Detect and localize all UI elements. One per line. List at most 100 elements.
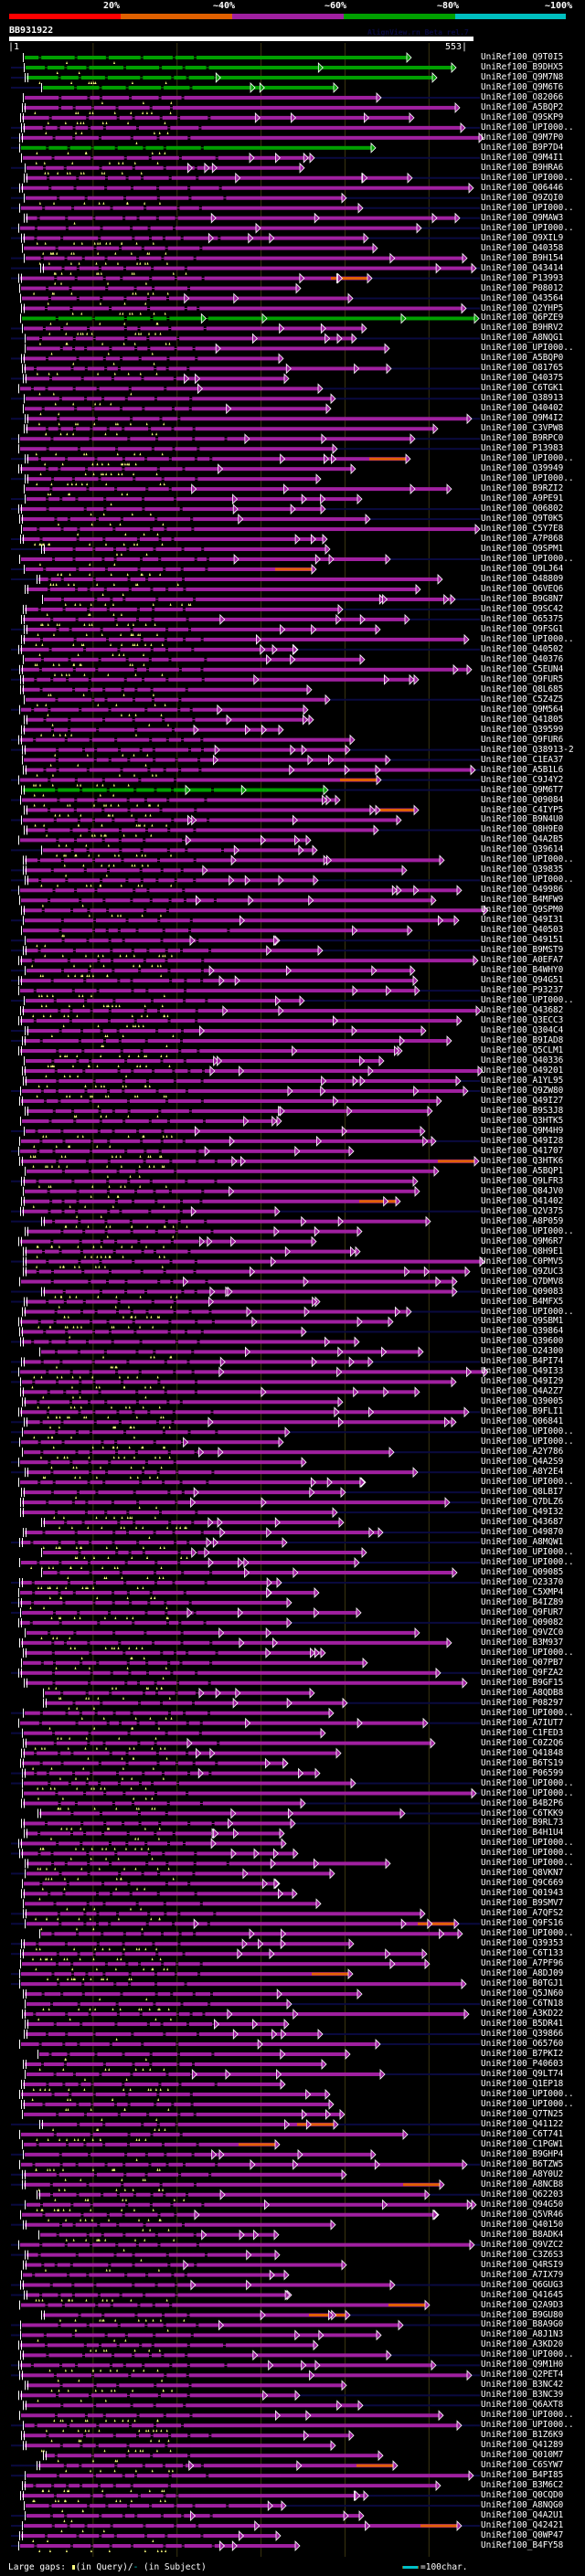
query-gap-marker [156, 1476, 159, 1479]
subject-overhang [277, 1581, 480, 1584]
subject-overhang [408, 176, 480, 179]
frame-arrow [308, 714, 314, 726]
gap-line [46, 1371, 49, 1373]
alignment-segment [172, 105, 455, 110]
query-gap-marker [163, 1014, 165, 1018]
query-gap-marker [75, 1224, 78, 1228]
query-gap-marker [89, 543, 91, 546]
alignment-segment [120, 928, 136, 933]
alignment-segment [181, 697, 325, 702]
alignment-segment [80, 1952, 93, 1956]
query-gap-marker [114, 251, 117, 255]
alignment-segment [76, 808, 102, 812]
gap-line [180, 1201, 184, 1203]
frame-arrow [320, 1727, 326, 1739]
gap-line [122, 1090, 125, 1092]
gap-line [104, 1221, 108, 1223]
alignment-segment [88, 1340, 112, 1344]
gap-line [109, 1862, 112, 1864]
alignment-segment [22, 316, 56, 321]
query-gap-marker [77, 1134, 80, 1138]
alignment-segment [92, 1670, 111, 1675]
frame-arrow [233, 844, 239, 856]
gap-line [77, 448, 80, 450]
alignment-segment [22, 1390, 48, 1394]
gap-line [195, 1692, 198, 1694]
alignment-segment [125, 597, 156, 601]
query-gap-marker [44, 944, 47, 948]
alignment-segment [147, 1289, 182, 1294]
alignment-segment [80, 1551, 116, 1555]
query-gap-marker [137, 1807, 140, 1810]
gap-line [197, 308, 200, 309]
query-gap-marker [164, 121, 166, 124]
frame-arrow [427, 1918, 433, 1930]
gap-line [194, 1451, 197, 1453]
query-gap-marker [101, 864, 103, 867]
query-gap-marker [158, 1456, 161, 1459]
alignment-segment [108, 175, 126, 180]
frame-arrow [244, 1346, 250, 1358]
query-gap-marker [49, 322, 52, 325]
alignment-segment [45, 1531, 75, 1535]
gap-line [183, 1000, 186, 1002]
frame-arrow [354, 363, 360, 375]
query-gap-marker [72, 251, 75, 255]
gap-line [86, 939, 90, 941]
subject-overhang [368, 1361, 480, 1363]
alignment-segment [158, 1420, 172, 1425]
gap-line [136, 1130, 140, 1132]
gap-line [122, 1080, 125, 1082]
alignment-segment [54, 1640, 64, 1645]
query-gap-marker [153, 362, 155, 366]
query-gap-marker [48, 372, 50, 376]
alignment-segment [154, 1068, 173, 1073]
query-gap-marker [145, 1245, 148, 1248]
query-gap-marker [75, 1546, 78, 1550]
query-gap-marker [73, 241, 76, 245]
gap-line [74, 278, 78, 280]
gap-line [153, 1191, 156, 1193]
query-gap-marker [133, 452, 136, 456]
subject-overhang [11, 939, 27, 942]
alignment-segment [138, 1350, 154, 1354]
gap-line [130, 137, 133, 139]
start-tick [26, 1267, 27, 1277]
gap-line [215, 1652, 218, 1654]
gap-line [63, 167, 67, 169]
frame-arrow [431, 71, 438, 83]
alignment-segment [55, 135, 73, 140]
gap-line [144, 1632, 147, 1634]
query-gap-marker [49, 693, 52, 696]
gap-line [144, 1291, 148, 1293]
alignment-segment [138, 1169, 175, 1173]
alignment-segment [139, 1721, 155, 1725]
alignment-segment [23, 236, 35, 240]
frame-arrow [311, 1235, 317, 1247]
subject-overhang [11, 779, 20, 781]
gap-line [101, 1441, 104, 1443]
frame-arrow [466, 1366, 473, 1378]
query-gap-marker [105, 1516, 108, 1520]
alignment-segment [168, 647, 192, 652]
query-gap-marker [117, 1456, 120, 1459]
query-gap-marker [58, 663, 60, 666]
query-gap-marker [97, 703, 100, 706]
query-gap-marker [162, 1415, 165, 1419]
start-tick [20, 293, 21, 303]
low-identity-segment [340, 779, 377, 782]
query-gap-marker [48, 1585, 51, 1589]
frame-arrow [184, 373, 190, 385]
query-gap-marker [31, 1385, 34, 1389]
alignment-segment [152, 1590, 184, 1595]
gap-line [193, 859, 197, 861]
alignment-segment [48, 1259, 79, 1264]
query-gap-marker [144, 1887, 146, 1891]
subject-overhang [325, 698, 480, 701]
start-tick [18, 1146, 19, 1156]
gap-line [102, 538, 106, 540]
alignment-segment [88, 1691, 110, 1695]
alignment-segment [177, 276, 202, 281]
alignment-segment [37, 1771, 47, 1776]
query-gap-marker [90, 513, 92, 516]
